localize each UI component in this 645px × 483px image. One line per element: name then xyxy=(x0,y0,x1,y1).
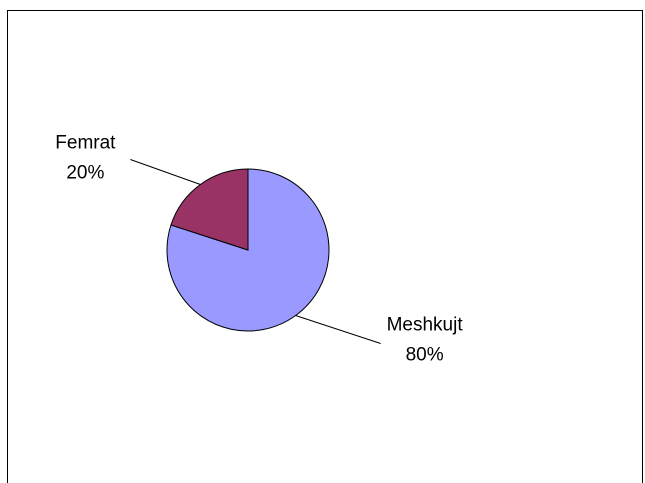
label-name: Meshkujt xyxy=(387,315,464,336)
data-label: Femrat 20% xyxy=(55,132,116,183)
label-value: 80% xyxy=(406,345,444,366)
leader-line xyxy=(295,315,381,345)
label-value: 20% xyxy=(66,162,104,183)
label-name: Femrat xyxy=(55,132,116,153)
leader-line xyxy=(130,158,201,185)
data-label: Meshkujt 80% xyxy=(387,315,464,366)
